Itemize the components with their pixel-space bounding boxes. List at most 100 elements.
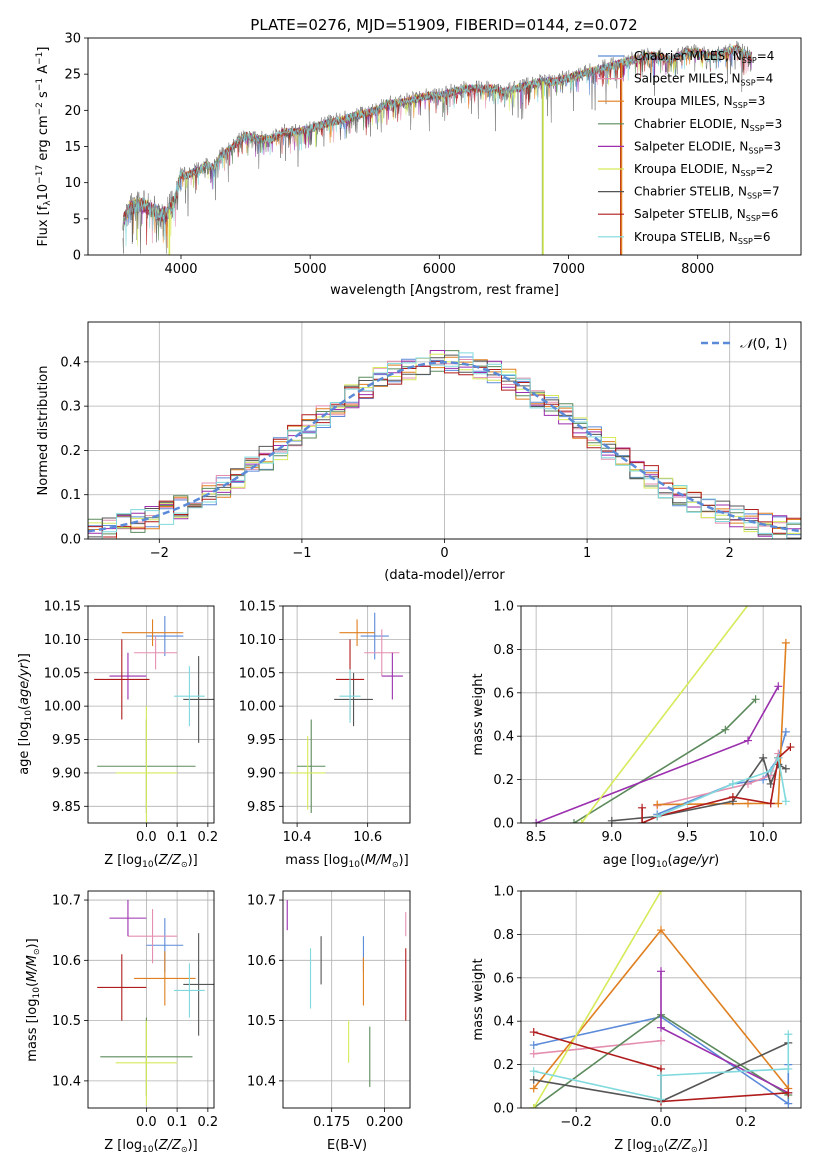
zw-point-marker [529,1084,538,1093]
hist-axes: −2 −1 0 1 2 0.0 0.1 0.2 0.3 0.4 [60,321,802,561]
agew-point-marker [781,638,790,647]
zage-xtick-label: 0.2 [198,830,219,845]
ebv-axes: 0.175 0.200 10.4 10.5 10.6 10.7 [247,890,411,1130]
hist-ytick-label: 0.0 [60,533,81,548]
legend-sub: SSP [750,124,765,133]
legend-entry: Kroupa ELODIE, NSSP=2 [634,162,773,178]
zw-xtick-label: 0.2 [736,1115,757,1130]
zw-ytick-label: 0.2 [493,1058,514,1073]
legend-entry: Kroupa MILES, NSSP=3 [634,94,765,110]
legend-n: =3 [763,139,781,153]
ebv-plot-area [286,900,407,1087]
zmass-y-label-part: 10 [32,987,42,999]
agew-x-label-part: age/yr [673,853,716,868]
hist-xtick-label: 2 [726,546,734,561]
zmass-x-label-part: Z/Z [158,1138,182,1153]
agew-x-label-part: ( [667,853,672,868]
zmass-x-label-part: ( [154,1138,159,1153]
zw-ytick-label: 0.4 [493,1015,514,1030]
massage-ytick-label: 9.95 [247,733,276,748]
zw-xtick-label: 0.0 [651,1115,672,1130]
histogram-step [88,352,801,539]
zmass-errorbar-point [109,900,147,937]
zage-x-label-part: ( [154,853,159,868]
agew-series-line [657,642,787,806]
zage-ytick-label: 10.00 [44,700,81,715]
zage-y-label: age [log10(age/yr)] [17,653,34,775]
agew-point-marker [786,743,795,752]
massage-errorbar-point [364,629,400,677]
gaussian-curve [88,361,801,533]
agew-series-line [611,756,787,822]
ebv-xtick-label: 0.200 [366,1115,403,1130]
hist-xtick-label: 0 [440,546,448,561]
zw-x-label-main: Z [log [614,1138,652,1153]
legend-label: Kroupa ELODIE, N [634,162,741,176]
zage-y-label-part: age/yr [17,662,32,705]
zage-x-label-part: )] [188,853,198,868]
spectrum-ytick-label: 20 [64,104,81,119]
zw-x-label-part: Z/Z [668,1138,692,1153]
legend-sub: SSP [742,56,757,65]
massage-errorbar-point [334,672,373,727]
massage-xtick-label: 10.4 [283,830,312,845]
agew-y-label: mass weight [471,673,486,755]
agew-x-label-part: ) [714,853,719,868]
zw-point-marker [529,1028,538,1037]
legend-sub: SSP [746,214,761,223]
legend-sub: SSP [748,146,763,155]
zmass-y-label-part: )] [25,938,40,948]
massage-ytick-label: 10.15 [239,600,276,615]
legend-n: =2 [756,162,774,176]
zage-x-label-part: Z/Z [158,853,182,868]
zw-point-marker [784,1099,793,1108]
ebv-ytick-label: 10.6 [247,954,276,969]
zmass-y-label-part: ⊙ [32,948,41,955]
ebv-x-label: E(B-V) [327,1138,367,1153]
zage-ytick-label: 9.90 [52,766,81,781]
zage-y-label-part: )] [17,653,32,663]
agew-x-label: age [log10(age/yr) [603,853,720,870]
zmass-axes: 0.0 0.1 0.2 10.4 10.5 10.6 10.7 [52,890,219,1130]
zw-x-label-part: ⊙ [691,1145,698,1154]
spectrum-xtick-label: 7000 [552,262,585,277]
zmass-errorbar-point [115,1020,178,1105]
zage-y-label-part: 10 [24,710,34,722]
zage-errorbar-point [174,666,205,727]
agew-x-label-main: age [log [603,853,656,868]
legend-label: Kroupa MILES, N [634,94,733,108]
spectrum-axes: 4000 5000 6000 7000 8000 0 5 10 15 20 25 30 [64,32,802,277]
legend-label: Kroupa STELIB, N [634,230,738,244]
zage-ytick-label: 10.15 [44,600,81,615]
zw-ytick-label: 1.0 [493,885,514,900]
zmass-xtick-label: 0.2 [198,1115,219,1130]
legend-entry: Chabrier ELODIE, NSSP=3 [634,117,782,133]
spectrum-ytick-label: 30 [64,32,81,47]
agew-ytick-label: 0.8 [493,643,514,658]
agew-xtick-label: 9.0 [601,830,622,845]
agew-point-marker [744,736,753,745]
spectrum-y-label: Flux [fλ10−17 erg cm−2 s−1 A−1] [35,47,53,247]
spectrum-ytick-label: 15 [64,140,81,155]
zw-axes: −0.2 0.0 0.2 0.0 0.2 0.4 0.6 0.8 1.0 [493,885,802,1130]
zage-x-label-main: Z [log [104,853,142,868]
agew-point-marker [577,819,586,823]
agew-ytick-label: 0.6 [493,686,514,701]
agew-point-marker [653,812,662,821]
zage-y-label-part: ( [17,705,32,710]
zmass-x-label-part: )] [188,1138,198,1153]
axes-frame [87,605,215,824]
legend-n: =4 [756,72,774,86]
spectrum-ytick-label: 10 [64,176,81,191]
massage-errorbar-point [381,652,403,700]
massage-xtick-label: 10.6 [353,830,382,845]
massage-errorbar-point [297,719,326,813]
zage-axes: 0.0 0.1 0.2 9.85 9.90 9.95 10.00 10.05 10.10 10.1… [44,600,218,846]
hist-ytick-label: 0.1 [60,488,81,503]
agew-point-marker [766,766,775,775]
legend-sub: SSP [733,101,748,110]
zmass-x-label-part: 10 [142,1145,154,1155]
zw-ytick-label: 0.0 [493,1102,514,1117]
zmass-y-label-part: ( [25,982,40,987]
spectrum-xtick-label: 6000 [423,262,456,277]
